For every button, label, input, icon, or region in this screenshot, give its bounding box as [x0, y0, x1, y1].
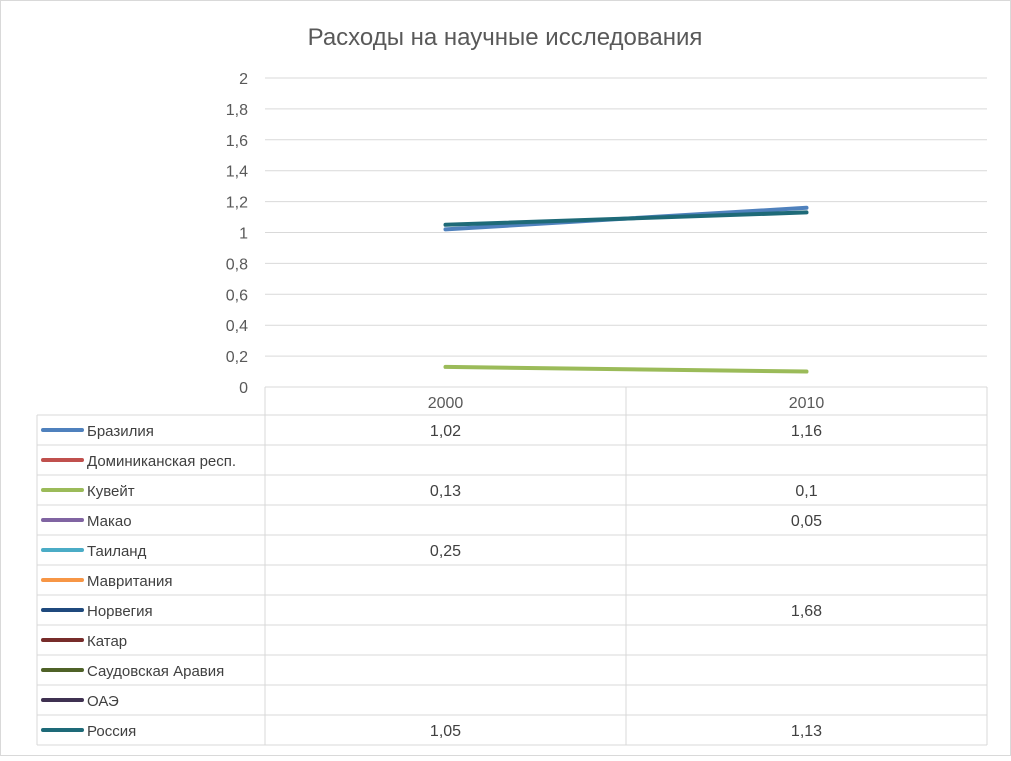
y-tick-label: 1,8	[226, 102, 248, 119]
series-name: Катар	[87, 633, 127, 650]
data-label: 0,25	[430, 543, 461, 560]
y-tick-label: 0,4	[226, 318, 248, 335]
data-label: 1,02	[430, 423, 461, 440]
data-label: 1,13	[791, 723, 822, 740]
series-name: Кувейт	[87, 483, 135, 500]
series-name: ОАЭ	[87, 693, 119, 710]
y-tick-label: 1,2	[226, 195, 248, 212]
x-tick-label: 2010	[789, 395, 825, 412]
series-lines	[443, 205, 809, 374]
y-tick-label: 1,6	[226, 133, 248, 150]
series-name: Макао	[87, 513, 132, 530]
series-name: Россия	[87, 723, 136, 740]
series-line	[443, 210, 809, 227]
series-name: Саудовская Аравия	[87, 663, 224, 680]
y-tick-label: 2	[239, 71, 248, 88]
data-label: 1,05	[430, 723, 461, 740]
y-tick-label: 0	[239, 380, 248, 397]
axis-and-table-labels: 0 0,2 0,4 0,6 0,8 1 1,2 1,4 1,6 1,8 2 2000 2010 Брази…	[87, 71, 824, 740]
data-label: 1,16	[791, 423, 822, 440]
data-table-grid	[36, 387, 988, 746]
y-tick-label: 1	[239, 226, 248, 243]
gridlines	[265, 77, 987, 388]
y-tick-label: 0,6	[226, 287, 248, 304]
chart-title: Расходы на научные исследования	[308, 24, 703, 51]
series-name: Норвегия	[87, 603, 153, 620]
series-name: Таиланд	[87, 543, 147, 560]
data-label: 0,05	[791, 513, 822, 530]
series-line	[443, 364, 809, 374]
y-tick-label: 1,4	[226, 164, 248, 181]
series-name: Мавритания	[87, 573, 173, 590]
series-name: Бразилия	[87, 423, 154, 440]
data-label: 0,1	[795, 483, 817, 500]
data-label: 0,13	[430, 483, 461, 500]
y-tick-label: 0,2	[226, 349, 248, 366]
x-tick-label: 2000	[428, 395, 464, 412]
series-name: Доминиканская респ.	[87, 453, 236, 470]
y-tick-label: 0,8	[226, 256, 248, 273]
data-label: 1,68	[791, 603, 822, 620]
